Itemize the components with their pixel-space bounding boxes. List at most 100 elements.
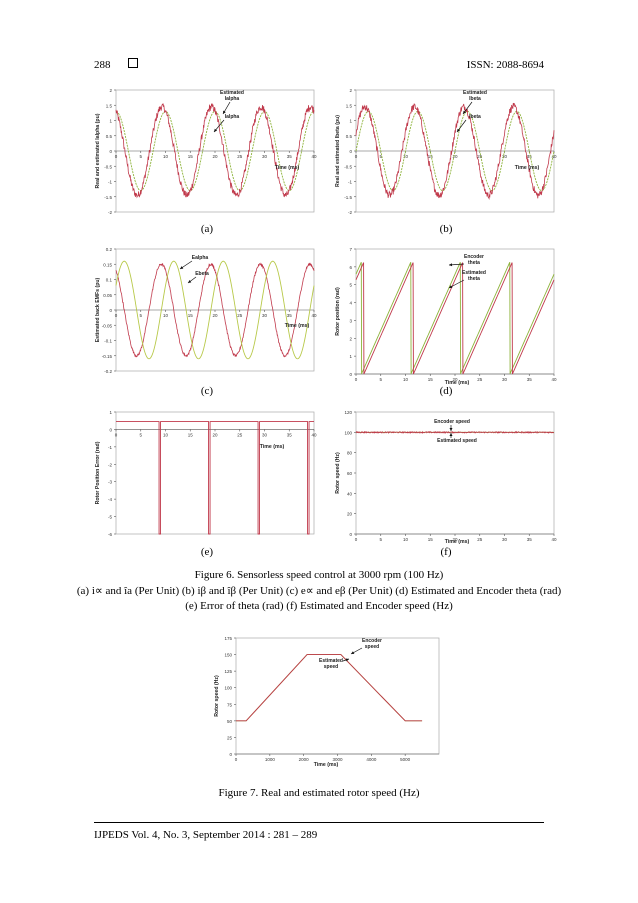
annotation-label: Ialpha bbox=[225, 114, 240, 120]
annotation-label: Estimated speed bbox=[437, 438, 477, 444]
y-tick-label: 5 bbox=[349, 283, 352, 288]
x-tick-label: 25 bbox=[237, 154, 243, 159]
arrow-head-icon bbox=[449, 428, 453, 431]
x-tick-label: 20 bbox=[452, 537, 458, 542]
chart-d: 0 1 2 3 4 5 6 7 0 5 10 15 20 25 30 35 40 Rotor position (… bbox=[332, 243, 562, 388]
sublabel-d: (d) bbox=[439, 385, 453, 397]
series-line-encoder-theta bbox=[355, 262, 555, 375]
y-tick-label: 0 bbox=[349, 149, 352, 154]
x-axis-label: Time (ms) bbox=[445, 380, 470, 386]
series-line-estimated-ialpha bbox=[115, 103, 315, 199]
plot-frame bbox=[115, 411, 315, 535]
x-tick-label: 0 bbox=[235, 757, 238, 762]
annotation-label: theta bbox=[468, 276, 480, 282]
series-line-ealpha bbox=[115, 262, 315, 358]
arrow-head-icon bbox=[214, 128, 218, 132]
x-tick-label: 10 bbox=[163, 313, 169, 318]
series-line-estimated-theta bbox=[355, 262, 555, 375]
x-tick-label: 20 bbox=[212, 313, 218, 318]
chart-b: -2 -1.5 -1 -0.5 0 0.5 1 1.5 2 0 5 10 15 20 25 30 35 40 Rea… bbox=[332, 84, 562, 224]
arrow-head-icon bbox=[449, 433, 453, 436]
y-tick-label: 100 bbox=[224, 686, 232, 691]
plot-frame bbox=[355, 248, 555, 375]
x-tick-label: 5 bbox=[139, 154, 142, 159]
y-tick-label: 0.05 bbox=[103, 293, 112, 298]
x-tick-label: 0 bbox=[115, 432, 118, 437]
y-tick-label: -2 bbox=[348, 210, 352, 215]
y-tick-label: 0 bbox=[349, 532, 352, 537]
x-tick-label: 0 bbox=[115, 313, 118, 318]
y-tick-label: -1 bbox=[348, 180, 352, 185]
x-tick-label: 40 bbox=[311, 432, 317, 437]
chart-g: 0 25 50 75 100 125 150 175 0 1000 2000 3000 4000 5000… bbox=[210, 632, 445, 770]
x-tick-label: 25 bbox=[477, 154, 483, 159]
y-axis-label: Real and estimated Ibeta (pu) bbox=[335, 115, 341, 187]
series-line-estimated-speed bbox=[236, 654, 423, 722]
y-axis-label: Real and estimated Ialpha (pu) bbox=[95, 113, 101, 188]
annotation-label: Estimated bbox=[462, 270, 486, 276]
y-tick-label: 0 bbox=[109, 427, 112, 432]
y-tick-label: -1.5 bbox=[104, 195, 112, 200]
annotation-label: Estimated bbox=[463, 90, 487, 96]
y-axis-label: Rotor speed (Hz) bbox=[335, 452, 341, 494]
series-line-estimated-speed bbox=[355, 430, 555, 435]
sublabel-e: (e) bbox=[200, 546, 214, 558]
x-tick-label: 0 bbox=[355, 377, 358, 382]
x-tick-label: 15 bbox=[428, 377, 434, 382]
chart-d-svg: 0 1 2 3 4 5 6 7 0 5 10 15 20 25 30 35 40 Rotor position (… bbox=[335, 247, 557, 386]
y-tick-label: -2 bbox=[108, 462, 112, 467]
y-axis-label: Rotor position (rad) bbox=[335, 287, 341, 336]
y-tick-label: 20 bbox=[347, 512, 353, 517]
figure7-caption: Figure 7. Real and estimated rotor speed… bbox=[218, 787, 420, 799]
x-tick-label: 10 bbox=[403, 154, 409, 159]
chart-c: -0.2 -0.15 -0.1 -0.05 0 0.05 0.1 0.15 0.2 0 5 10 15 2… bbox=[92, 243, 322, 383]
x-tick-label: 10 bbox=[403, 377, 409, 382]
x-tick-label: 20 bbox=[212, 154, 218, 159]
x-tick-label: 10 bbox=[163, 154, 169, 159]
x-tick-label: 30 bbox=[502, 537, 508, 542]
annotation-label: speed bbox=[324, 664, 338, 670]
y-tick-label: 1.5 bbox=[346, 103, 353, 108]
y-tick-label: 0.15 bbox=[103, 262, 112, 267]
y-tick-label: 0 bbox=[109, 149, 112, 154]
y-tick-label: 125 bbox=[224, 669, 232, 674]
x-tick-label: 35 bbox=[527, 537, 533, 542]
x-tick-label: 5 bbox=[379, 377, 382, 382]
header-box-icon bbox=[128, 58, 138, 68]
annotation-label: Ibeta bbox=[469, 114, 481, 120]
y-tick-label: -0.15 bbox=[102, 354, 113, 359]
series-line-ibeta bbox=[355, 110, 555, 192]
x-tick-label: 15 bbox=[188, 313, 194, 318]
y-tick-label: 1 bbox=[109, 410, 112, 415]
plot-frame bbox=[355, 411, 555, 535]
annotation: Ealpha bbox=[179, 255, 208, 270]
x-tick-label: 35 bbox=[287, 313, 293, 318]
chart-f: 0 20 40 60 80 100 120 0 5 10 15 20 25 30 35 40 Rotor spe… bbox=[332, 406, 562, 546]
x-tick-label: 30 bbox=[502, 154, 508, 159]
annotation-label: Ialpha bbox=[225, 96, 240, 102]
series-line-estimated-ibeta bbox=[355, 102, 555, 201]
x-tick-label: 25 bbox=[477, 537, 483, 542]
sublabel-f: (f) bbox=[440, 546, 452, 558]
x-tick-label: 35 bbox=[287, 432, 293, 437]
y-tick-label: 3 bbox=[349, 318, 352, 323]
annotation-label: Ebeta bbox=[195, 271, 209, 277]
y-tick-label: 1 bbox=[109, 119, 112, 124]
y-tick-label: 0 bbox=[109, 308, 112, 313]
x-tick-label: 5 bbox=[379, 154, 382, 159]
x-tick-label: 20 bbox=[452, 154, 458, 159]
y-tick-label: 6 bbox=[349, 265, 352, 270]
x-tick-label: 4000 bbox=[366, 757, 377, 762]
y-tick-label: 100 bbox=[344, 430, 352, 435]
y-tick-label: 150 bbox=[224, 653, 232, 658]
y-tick-label: -1 bbox=[108, 180, 112, 185]
arrow-head-icon bbox=[449, 285, 453, 288]
footer-citation: IJPEDS Vol. 4, No. 3, September 2014 : 2… bbox=[94, 829, 318, 841]
annotation-label: Encoder bbox=[362, 638, 382, 644]
x-tick-label: 15 bbox=[428, 537, 434, 542]
x-tick-label: 40 bbox=[551, 537, 557, 542]
